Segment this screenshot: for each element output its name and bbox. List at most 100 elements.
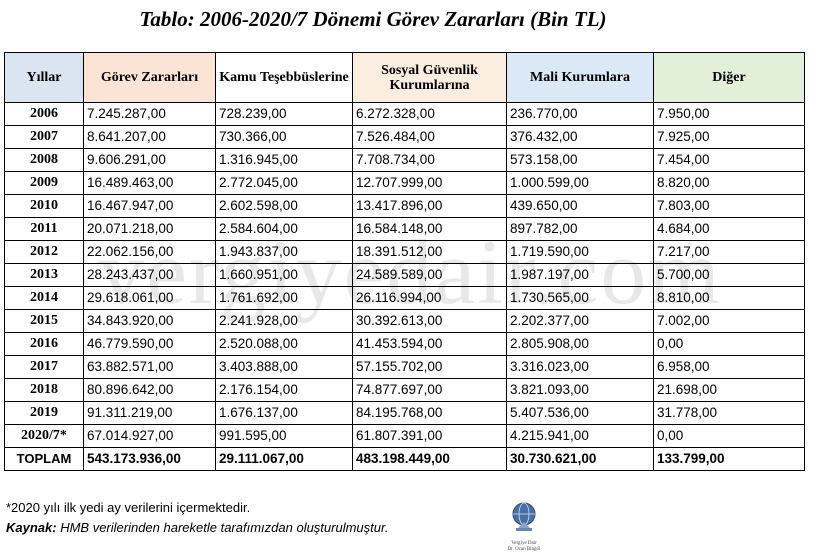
year-cell: 2015 (4, 309, 84, 333)
table-row: 2018 80.896.642,00 2.176.154,00 74.877.697,… (4, 378, 805, 402)
value-cell: 7.454,00 (653, 148, 805, 172)
value-cell: 7.708.734,00 (352, 148, 507, 172)
value-cell: 29.618.061,00 (83, 286, 216, 310)
value-cell: 2.602.598,00 (215, 194, 353, 218)
header-gorev-zararlari: Görev Zararları (83, 52, 216, 103)
value-cell: 2.584.604,00 (215, 217, 353, 241)
table-row: 2011 20.071.218,00 2.584.604,00 16.584.148,… (4, 217, 805, 241)
value-cell: 4.684,00 (653, 217, 805, 241)
value-cell: 41.453.594,00 (352, 332, 507, 356)
value-cell: 46.779.590,00 (83, 332, 216, 356)
value-cell: 4.215.941,00 (506, 424, 654, 448)
year-cell: 2010 (4, 194, 84, 218)
year-cell: 2009 (4, 171, 84, 195)
value-cell: 12.707.999,00 (352, 171, 507, 195)
value-cell: 1.676.137,00 (215, 401, 353, 425)
value-cell: 63.882.571,00 (83, 355, 216, 379)
value-cell: 57.155.702,00 (352, 355, 507, 379)
value-cell: 29.111.067,00 (215, 447, 353, 471)
value-cell: 9.606.291,00 (83, 148, 216, 172)
year-cell: 2016 (4, 332, 84, 356)
logo: Vergiye Dair Dr. Ozan Bingöl (498, 500, 550, 556)
losses-table: Yıllar Görev Zararları Kamu Teşebbüsleri… (4, 52, 805, 471)
table-row: 2015 34.843.920,00 2.241.928,00 30.392.613,… (4, 309, 805, 333)
value-cell: 0,00 (653, 332, 805, 356)
value-cell: 897.782,00 (506, 217, 654, 241)
table-row: 2007 8.641.207,00 730.366,00 7.526.484,00 37… (4, 125, 805, 149)
value-cell: 7.950,00 (653, 102, 805, 126)
table-row: 2006 7.245.287,00 728.239,00 6.272.328,00 23… (4, 102, 805, 126)
value-cell: 31.778,00 (653, 401, 805, 425)
year-cell: 2013 (4, 263, 84, 287)
value-cell: 1.761.692,00 (215, 286, 353, 310)
logo-line-1: Vergiye Dair (511, 541, 537, 546)
table-row: 2019 91.311.219,00 1.676.137,00 84.195.768,… (4, 401, 805, 425)
value-cell: 1.719.590,00 (506, 240, 654, 264)
value-cell: 34.843.920,00 (83, 309, 216, 333)
table-row: 2020/7* 67.014.927,00 991.595,00 61.807.391… (4, 424, 805, 448)
table-row: 2010 16.467.947,00 2.602.598,00 13.417.896,… (4, 194, 805, 218)
value-cell: 8.820,00 (653, 171, 805, 195)
value-cell: 1.316.945,00 (215, 148, 353, 172)
value-cell: 28.243.437,00 (83, 263, 216, 287)
table-row: 2014 29.618.061,00 1.761.692,00 26.116.994,… (4, 286, 805, 310)
year-cell: 2007 (4, 125, 84, 149)
value-cell: 3.403.888,00 (215, 355, 353, 379)
value-cell: 7.245.287,00 (83, 102, 216, 126)
value-cell: 2.202.377,00 (506, 309, 654, 333)
value-cell: 3.316.023,00 (506, 355, 654, 379)
logo-line-2: Dr. Ozan Bingöl (507, 547, 541, 552)
value-cell: 80.896.642,00 (83, 378, 216, 402)
value-cell: 7.925,00 (653, 125, 805, 149)
value-cell: 730.366,00 (215, 125, 353, 149)
value-cell: 7.526.484,00 (352, 125, 507, 149)
header-kamu: Kamu Teşebbüslerine (215, 52, 353, 103)
value-cell: 5.700,00 (653, 263, 805, 287)
table-row: 2013 28.243.437,00 1.660.951,00 24.589.589,… (4, 263, 805, 287)
value-cell: 2.805.908,00 (506, 332, 654, 356)
value-cell: 483.198.449,00 (352, 447, 507, 471)
value-cell: 2.772.045,00 (215, 171, 353, 195)
value-cell: 18.391.512,00 (352, 240, 507, 264)
table-row: 2016 46.779.590,00 2.520.088,00 41.453.594,… (4, 332, 805, 356)
year-cell: 2011 (4, 217, 84, 241)
table-row: 2017 63.882.571,00 3.403.888,00 57.155.702,… (4, 355, 805, 379)
value-cell: 22.062.156,00 (83, 240, 216, 264)
source-text: HMB verilerinden hareketle tarafımızdan … (56, 520, 389, 535)
value-cell: 1.730.565,00 (506, 286, 654, 310)
value-cell: 133.799,00 (653, 447, 805, 471)
header-diger: Diğer (653, 52, 805, 103)
value-cell: 2.520.088,00 (215, 332, 353, 356)
year-cell: 2017 (4, 355, 84, 379)
header-yillar: Yıllar (4, 52, 84, 103)
globe-logo-icon (512, 502, 536, 531)
value-cell: 21.698,00 (653, 378, 805, 402)
table-row: 2012 22.062.156,00 1.943.837,00 18.391.512,… (4, 240, 805, 264)
value-cell: 7.002,00 (653, 309, 805, 333)
year-cell: 2019 (4, 401, 84, 425)
value-cell: 67.014.927,00 (83, 424, 216, 448)
value-cell: 20.071.218,00 (83, 217, 216, 241)
value-cell: 7.803,00 (653, 194, 805, 218)
year-cell: 2020/7* (4, 424, 84, 448)
table-title: Tablo: 2006-2020/7 Dönemi Görev Zararlar… (139, 7, 607, 31)
value-cell: 6.272.328,00 (352, 102, 507, 126)
value-cell: 16.584.148,00 (352, 217, 507, 241)
header-mali-kurumlara: Mali Kurumlara (506, 52, 654, 103)
value-cell: 376.432,00 (506, 125, 654, 149)
value-cell: 1.943.837,00 (215, 240, 353, 264)
year-cell: 2008 (4, 148, 84, 172)
value-cell: 991.595,00 (215, 424, 353, 448)
footnote: *2020 yılı ilk yedi ay verilerini içerme… (6, 500, 251, 515)
value-cell: 91.311.219,00 (83, 401, 216, 425)
year-cell: 2012 (4, 240, 84, 264)
value-cell: 2.241.928,00 (215, 309, 353, 333)
year-cell: 2018 (4, 378, 84, 402)
value-cell: 16.467.947,00 (83, 194, 216, 218)
source-line: Kaynak: HMB verilerinden hareketle taraf… (6, 520, 388, 536)
value-cell: 16.489.463,00 (83, 171, 216, 195)
value-cell: 8.641.207,00 (83, 125, 216, 149)
value-cell: 30.392.613,00 (352, 309, 507, 333)
value-cell: 6.958,00 (653, 355, 805, 379)
value-cell: 1.987.197,00 (506, 263, 654, 287)
